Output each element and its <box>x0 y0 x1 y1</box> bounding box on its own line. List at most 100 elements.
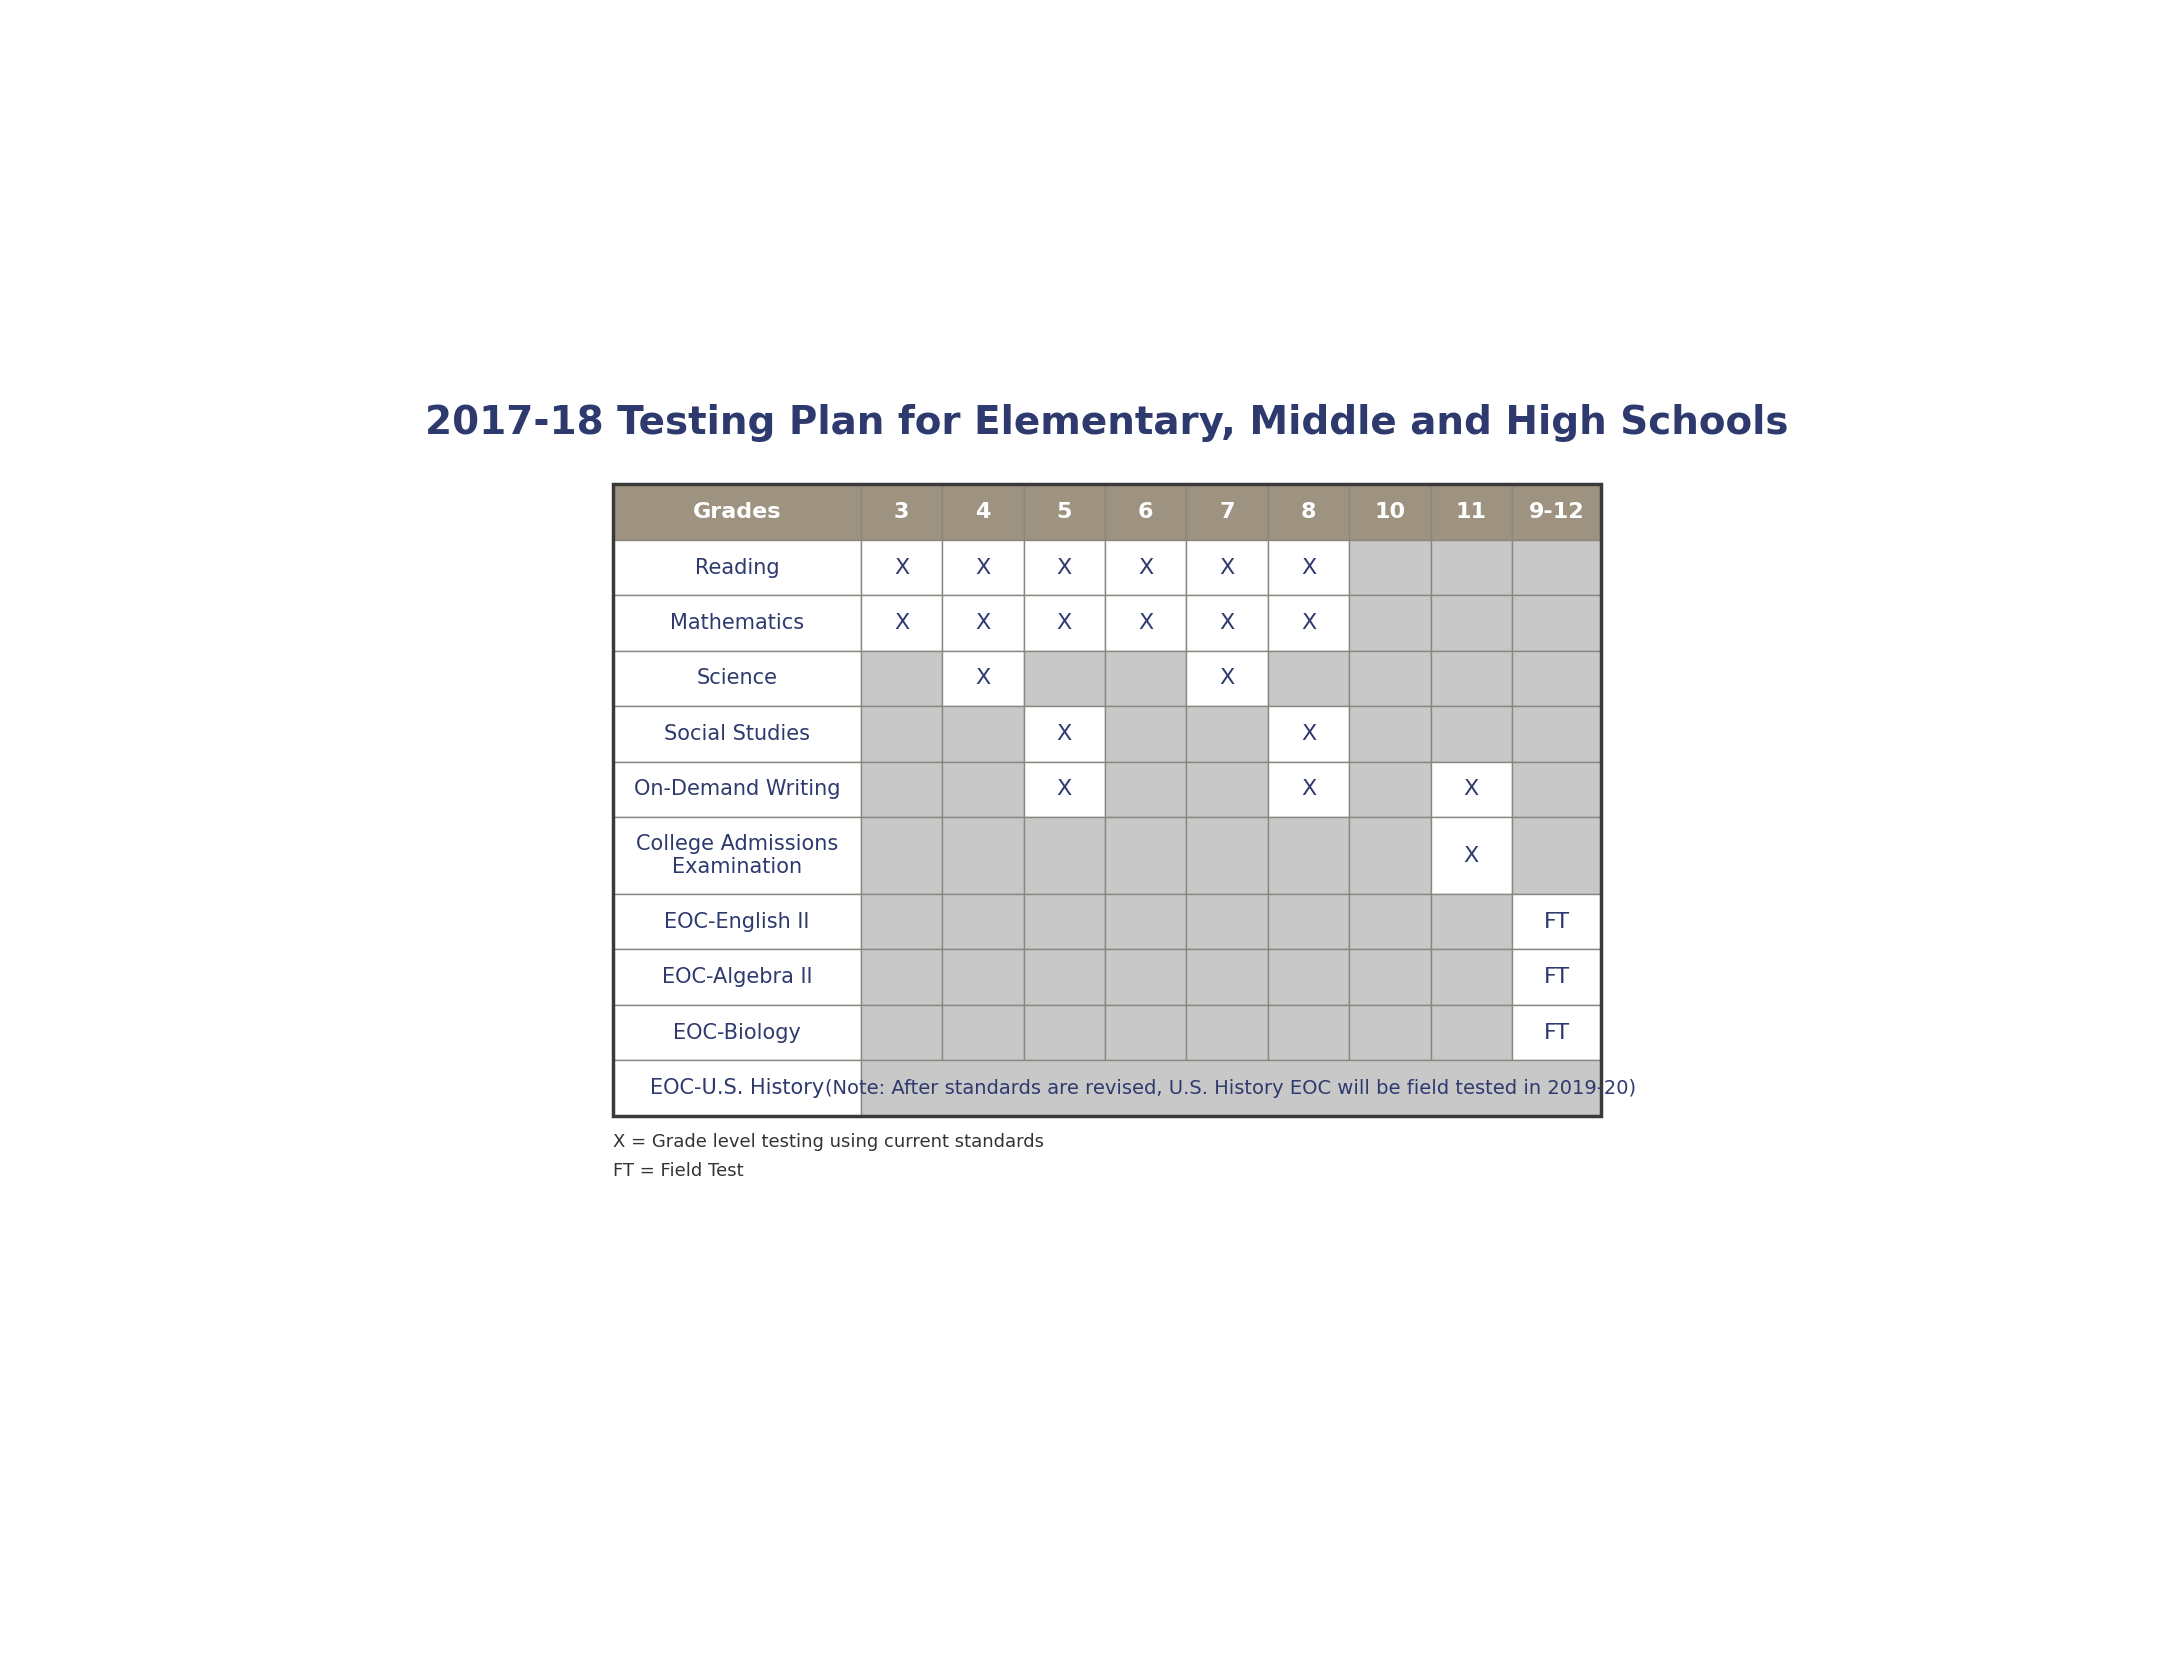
FancyBboxPatch shape <box>862 1060 1601 1117</box>
FancyBboxPatch shape <box>942 950 1024 1005</box>
FancyBboxPatch shape <box>613 761 862 818</box>
FancyBboxPatch shape <box>942 706 1024 761</box>
FancyBboxPatch shape <box>613 950 862 1005</box>
Text: 8: 8 <box>1300 502 1315 522</box>
FancyBboxPatch shape <box>1430 895 1512 950</box>
Text: X: X <box>1300 779 1315 799</box>
Text: X: X <box>1056 724 1071 744</box>
Text: X: X <box>1300 724 1315 744</box>
FancyBboxPatch shape <box>942 596 1024 651</box>
FancyBboxPatch shape <box>613 818 862 895</box>
FancyBboxPatch shape <box>1268 950 1350 1005</box>
FancyBboxPatch shape <box>1512 818 1601 895</box>
FancyBboxPatch shape <box>1512 895 1601 950</box>
FancyBboxPatch shape <box>862 706 942 761</box>
Text: 2017-18 Testing Plan for Elementary, Middle and High Schools: 2017-18 Testing Plan for Elementary, Mid… <box>426 404 1788 442</box>
FancyBboxPatch shape <box>1268 596 1350 651</box>
Text: EOC-English II: EOC-English II <box>665 911 810 931</box>
FancyBboxPatch shape <box>1268 895 1350 950</box>
FancyBboxPatch shape <box>942 539 1024 596</box>
FancyBboxPatch shape <box>1186 651 1268 706</box>
Text: 10: 10 <box>1374 502 1406 522</box>
FancyBboxPatch shape <box>1106 651 1186 706</box>
FancyBboxPatch shape <box>613 1005 862 1060</box>
FancyBboxPatch shape <box>1186 539 1268 596</box>
Text: X: X <box>976 557 991 577</box>
FancyBboxPatch shape <box>1268 1005 1350 1060</box>
FancyBboxPatch shape <box>1106 539 1186 596</box>
Text: X: X <box>1056 779 1071 799</box>
FancyBboxPatch shape <box>1350 950 1430 1005</box>
FancyBboxPatch shape <box>942 484 1024 539</box>
FancyBboxPatch shape <box>862 761 942 818</box>
Text: Social Studies: Social Studies <box>663 724 810 744</box>
Text: X: X <box>976 669 991 688</box>
FancyBboxPatch shape <box>1350 818 1430 895</box>
Text: EOC-U.S. History: EOC-U.S. History <box>650 1078 825 1098</box>
FancyBboxPatch shape <box>1186 761 1268 818</box>
Text: FT: FT <box>1544 968 1570 986</box>
FancyBboxPatch shape <box>862 484 942 539</box>
Text: X: X <box>1220 557 1236 577</box>
FancyBboxPatch shape <box>613 706 862 761</box>
FancyBboxPatch shape <box>1512 539 1601 596</box>
Text: On-Demand Writing: On-Demand Writing <box>633 779 840 799</box>
FancyBboxPatch shape <box>1186 818 1268 895</box>
FancyBboxPatch shape <box>862 950 942 1005</box>
FancyBboxPatch shape <box>1430 950 1512 1005</box>
FancyBboxPatch shape <box>1430 818 1512 895</box>
FancyBboxPatch shape <box>1186 596 1268 651</box>
Text: X: X <box>1138 557 1153 577</box>
FancyBboxPatch shape <box>1268 651 1350 706</box>
FancyBboxPatch shape <box>942 1005 1024 1060</box>
FancyBboxPatch shape <box>1106 761 1186 818</box>
Text: (Note: After standards are revised, U.S. History EOC will be field tested in 201: (Note: After standards are revised, U.S.… <box>825 1078 1637 1098</box>
Text: 6: 6 <box>1138 502 1153 522</box>
FancyBboxPatch shape <box>942 761 1024 818</box>
FancyBboxPatch shape <box>1106 950 1186 1005</box>
FancyBboxPatch shape <box>1512 484 1601 539</box>
Text: X: X <box>894 613 909 633</box>
FancyBboxPatch shape <box>1024 651 1106 706</box>
Text: 11: 11 <box>1456 502 1486 522</box>
Text: FT = Field Test: FT = Field Test <box>613 1162 743 1180</box>
FancyBboxPatch shape <box>1186 950 1268 1005</box>
FancyBboxPatch shape <box>1350 761 1430 818</box>
FancyBboxPatch shape <box>1512 596 1601 651</box>
FancyBboxPatch shape <box>1024 706 1106 761</box>
FancyBboxPatch shape <box>942 818 1024 895</box>
Text: 3: 3 <box>894 502 909 522</box>
FancyBboxPatch shape <box>1024 761 1106 818</box>
Text: X: X <box>1138 613 1153 633</box>
FancyBboxPatch shape <box>1430 596 1512 651</box>
Text: X: X <box>976 613 991 633</box>
Text: Grades: Grades <box>693 502 782 522</box>
FancyBboxPatch shape <box>1106 484 1186 539</box>
FancyBboxPatch shape <box>1350 596 1430 651</box>
FancyBboxPatch shape <box>1186 484 1268 539</box>
FancyBboxPatch shape <box>862 539 942 596</box>
FancyBboxPatch shape <box>1430 761 1512 818</box>
FancyBboxPatch shape <box>1268 706 1350 761</box>
Text: 7: 7 <box>1220 502 1236 522</box>
FancyBboxPatch shape <box>1512 950 1601 1005</box>
FancyBboxPatch shape <box>1512 761 1601 818</box>
FancyBboxPatch shape <box>1268 539 1350 596</box>
FancyBboxPatch shape <box>1350 895 1430 950</box>
FancyBboxPatch shape <box>1512 1005 1601 1060</box>
FancyBboxPatch shape <box>1186 1005 1268 1060</box>
FancyBboxPatch shape <box>1430 1005 1512 1060</box>
FancyBboxPatch shape <box>1512 706 1601 761</box>
Text: X: X <box>1056 557 1071 577</box>
FancyBboxPatch shape <box>1024 539 1106 596</box>
FancyBboxPatch shape <box>1106 818 1186 895</box>
FancyBboxPatch shape <box>613 484 862 539</box>
Text: EOC-Algebra II: EOC-Algebra II <box>661 968 812 986</box>
Text: X = Grade level testing using current standards: X = Grade level testing using current st… <box>613 1133 1043 1150</box>
Text: 5: 5 <box>1056 502 1071 522</box>
FancyBboxPatch shape <box>1350 706 1430 761</box>
Text: 9-12: 9-12 <box>1529 502 1583 522</box>
Text: X: X <box>1056 613 1071 633</box>
FancyBboxPatch shape <box>1350 1005 1430 1060</box>
Text: College Admissions
Examination: College Admissions Examination <box>635 834 838 878</box>
